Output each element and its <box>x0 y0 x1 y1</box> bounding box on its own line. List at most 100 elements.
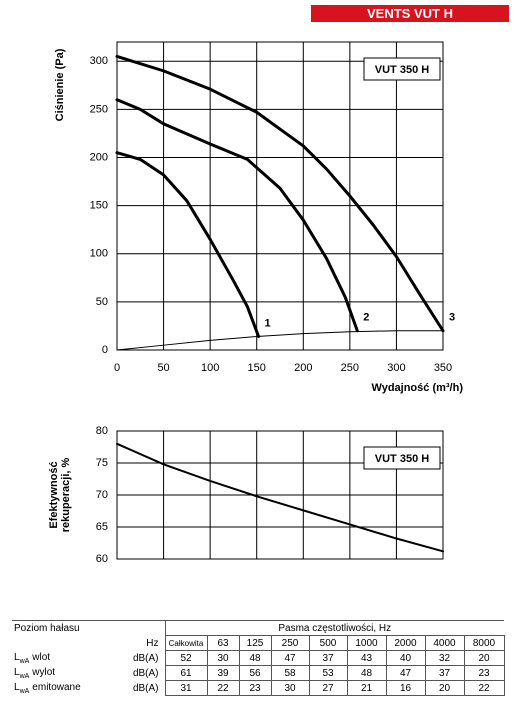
table-cell: Poziom hałasu <box>12 620 166 636</box>
table-cell: 23 <box>463 665 505 681</box>
table-cell: dB(A) <box>107 665 166 681</box>
table-cell: 47 <box>385 665 426 681</box>
table-cell: Całkowita <box>164 635 208 651</box>
y-axis-title: Efektywność <box>48 461 60 528</box>
row-label-part: wA <box>19 687 30 695</box>
y-tick-label: 50 <box>96 296 108 308</box>
x-tick-label: 150 <box>248 362 266 374</box>
table-cell: 40 <box>385 650 426 666</box>
annotation: VUT 350 H <box>375 64 429 76</box>
annotation-box <box>363 446 441 470</box>
brand-banner: VENTS VUT H <box>311 5 509 22</box>
row-label-part: wA <box>19 672 30 680</box>
y-tick-label: 300 <box>90 55 108 67</box>
table-cell: 61 <box>164 665 208 681</box>
table-row: LwA wlot dB(A) 52 30 48 47 37 43 40 32 20 <box>12 650 505 666</box>
table-cell: 23 <box>238 680 272 696</box>
y-tick-label: 60 <box>96 553 108 565</box>
charts: 0 50 100 150 200 250 300 0 50 100 150 200 250 300 350 1… <box>48 41 464 565</box>
x-tick-label: 50 <box>157 362 169 374</box>
x-tick-label: 250 <box>341 362 359 374</box>
table-cell: 48 <box>346 665 387 681</box>
y-tick-label: 65 <box>96 521 108 533</box>
table-cell: 20 <box>424 680 465 696</box>
table-cell: 63 <box>206 635 240 651</box>
row-label-part: wlot <box>32 651 51 663</box>
table-cell: 37 <box>424 665 465 681</box>
curve-label: 2 <box>363 312 369 324</box>
table-cell: 1000 <box>346 635 387 651</box>
table-cell: 58 <box>270 665 310 681</box>
table-cell: LwA wylot <box>12 666 107 681</box>
annotation: VUT 350 H <box>375 453 429 465</box>
table-cell: 48 <box>238 650 272 666</box>
curve <box>116 442 444 553</box>
table-cell: Pasma częstotliwości, Hz <box>165 620 504 636</box>
x-tick-label: 350 <box>434 362 452 374</box>
table-row: LwA emitowane dB(A) 31 22 23 30 27 21 16 20 22 <box>12 680 505 696</box>
row-label-part: emitowane <box>32 681 81 693</box>
y-tick-label: 250 <box>90 103 108 115</box>
table-cell: 39 <box>206 665 240 681</box>
x-tick-label: 300 <box>387 362 405 374</box>
table-cell: 250 <box>270 635 310 651</box>
x-tick-label: 100 <box>201 362 219 374</box>
table-cell: 53 <box>308 665 348 681</box>
row-label-part: L <box>14 651 20 663</box>
table-cell: 43 <box>346 650 387 666</box>
curve <box>115 98 359 333</box>
table-cell: 21 <box>346 680 387 696</box>
table-cell: 30 <box>206 650 240 666</box>
y-tick-label: 0 <box>102 344 108 356</box>
table-cell <box>12 636 107 651</box>
table-row: Hz Całkowita 63 125 250 500 1000 2000 4000 8000 <box>12 635 505 651</box>
noise-table: Poziom hałasu Pasma częstotliwości, Hz Hz C… <box>12 620 505 696</box>
curve-label: 3 <box>449 312 455 324</box>
table-cell: 22 <box>463 680 505 696</box>
table-cell: 8000 <box>463 635 505 651</box>
table-cell: 27 <box>308 680 348 696</box>
table-row: LwA wylot dB(A) 61 39 56 58 53 48 47 37 23 <box>12 665 505 681</box>
table-cell: LwA emitowane <box>12 681 107 696</box>
table-cell: 56 <box>238 665 272 681</box>
curve <box>116 330 444 351</box>
table-cell: 22 <box>206 680 240 696</box>
row-label-part: L <box>14 666 20 678</box>
table-cell: 16 <box>385 680 426 696</box>
curve <box>115 54 445 333</box>
table-cell: 30 <box>270 680 310 696</box>
plot-frame <box>116 41 444 351</box>
x-tick-label: 0 <box>114 362 120 374</box>
table-cell: 2000 <box>385 635 426 651</box>
curve <box>115 151 261 339</box>
table-cell: 125 <box>238 635 272 651</box>
table-cell: Hz <box>107 635 166 651</box>
table-cell: 500 <box>308 635 348 651</box>
row-label-part: wylot <box>32 666 56 678</box>
y-tick-label: 200 <box>90 151 108 163</box>
y-tick-label: 100 <box>90 248 108 260</box>
table-cell: 47 <box>270 650 310 666</box>
row-label-part: wA <box>19 657 30 665</box>
y-axis-title: Ciśnienie (Pa) <box>54 48 66 121</box>
y-tick-label: 150 <box>90 200 108 212</box>
table-cell: 20 <box>463 650 505 666</box>
table-cell: dB(A) <box>107 680 166 696</box>
x-axis-title: Wydajność (m³/h) <box>372 382 464 394</box>
x-tick-label: 200 <box>294 362 312 374</box>
table-cell: 37 <box>308 650 348 666</box>
y-axis-title: rekuperacji, % <box>60 457 72 532</box>
y-tick-label: 75 <box>96 457 108 469</box>
table-cell: 32 <box>424 650 465 666</box>
y-tick-label: 80 <box>96 425 108 437</box>
curve-label: 1 <box>265 317 271 329</box>
table-cell: LwA wlot <box>12 651 107 666</box>
table-cell: 31 <box>164 680 208 696</box>
row-label-part: L <box>14 681 20 693</box>
table-cell: 52 <box>164 650 208 666</box>
annotation-box <box>363 57 441 81</box>
table-row: Poziom hałasu Pasma częstotliwości, Hz <box>12 620 504 636</box>
table-cell: 4000 <box>424 635 465 651</box>
y-tick-label: 70 <box>96 489 108 501</box>
